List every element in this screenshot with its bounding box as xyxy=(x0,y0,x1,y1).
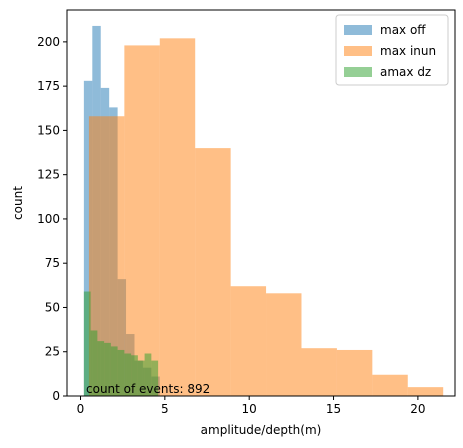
y-tick-label: 0 xyxy=(52,389,60,403)
legend-label: amax dz xyxy=(380,65,431,79)
y-tick-label: 50 xyxy=(45,300,60,314)
histogram-bar xyxy=(137,360,145,396)
series-amax-dz xyxy=(83,291,159,396)
y-tick-label: 125 xyxy=(37,168,60,182)
histogram-bar xyxy=(83,291,91,396)
histogram-bar xyxy=(266,293,302,396)
x-tick-label: 20 xyxy=(410,402,425,416)
legend-swatch xyxy=(344,46,372,56)
y-tick-label: 150 xyxy=(37,123,60,137)
x-tick-label: 15 xyxy=(326,402,341,416)
histogram-bar xyxy=(110,346,118,396)
x-tick-label: 0 xyxy=(77,402,85,416)
legend-swatch xyxy=(344,25,372,35)
legend: max off max inun amax dz xyxy=(335,14,449,86)
x-axis-ticks: 0 5 10 15 20 xyxy=(77,396,426,416)
legend-label: max inun xyxy=(380,44,436,58)
histogram-bar xyxy=(195,148,231,396)
histogram-bar xyxy=(372,374,408,396)
histogram-bar xyxy=(144,353,152,396)
legend-swatch xyxy=(344,67,372,77)
y-tick-label: 100 xyxy=(37,212,60,226)
y-axis-ticks: 0 25 50 75 100 125 150 175 200 xyxy=(37,35,67,403)
x-axis-label: amplitude/depth(m) xyxy=(201,423,322,437)
histogram-bar xyxy=(407,387,444,396)
y-tick-label: 75 xyxy=(45,256,60,270)
y-axis-label: count xyxy=(11,186,25,220)
histogram-bar xyxy=(301,348,337,396)
histogram-bar xyxy=(151,360,159,396)
histogram-bar xyxy=(83,80,93,397)
histogram-bar xyxy=(336,349,373,396)
bars-layer xyxy=(83,25,444,397)
histogram-bar xyxy=(131,355,138,396)
histogram-bar xyxy=(97,341,105,396)
histogram-bar xyxy=(230,286,267,396)
plot-frame xyxy=(66,9,456,397)
y-tick-label: 25 xyxy=(45,345,60,359)
histogram-bar xyxy=(104,342,111,396)
histogram-bar xyxy=(124,353,132,396)
histogram-bar xyxy=(90,330,98,396)
histogram-bar xyxy=(117,349,125,396)
series-max-inun xyxy=(88,38,444,397)
histogram-bar xyxy=(159,38,196,397)
x-tick-label: 5 xyxy=(161,402,169,416)
y-tick-label: 175 xyxy=(37,79,60,93)
y-tick-label: 200 xyxy=(37,35,60,49)
events-count-annotation: count of events: 892 xyxy=(86,382,210,396)
legend-label: max off xyxy=(380,23,426,37)
histogram-bar xyxy=(124,45,160,397)
x-tick-label: 10 xyxy=(242,402,257,416)
